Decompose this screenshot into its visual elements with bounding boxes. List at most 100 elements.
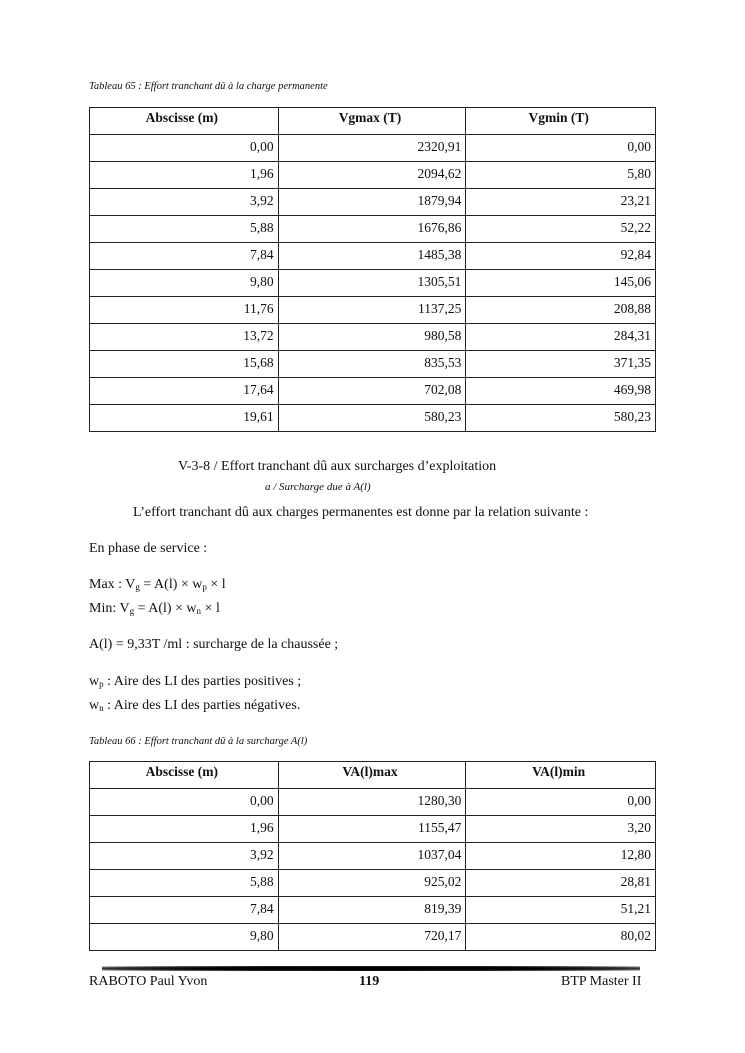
subscript: n [99,703,104,713]
table-header-row: Abscisse (m) VA(l)max VA(l)min [89,761,656,789]
table-cell: 1676,86 [277,215,467,243]
table-cell: 5,80 [465,161,656,189]
table-cell: 9,80 [89,269,279,297]
table-cell: 1137,25 [277,296,467,324]
table-cell: 51,21 [465,896,656,924]
table-row: 15,68 835,53 371,35 [89,350,656,378]
formula-text: : Aire des LI des parties positives ; [103,674,302,689]
table-cell: 11,76 [89,296,279,324]
table-cell: 1155,47 [277,815,467,843]
table-cell: 28,81 [465,869,656,897]
table-cell: 52,22 [465,215,656,243]
subscript: p [202,582,207,592]
table-cell: 3,92 [89,842,279,870]
footer-course: BTP Master II [561,974,642,989]
table-cell: 13,72 [89,323,279,351]
table-cell: 980,58 [277,323,467,351]
intro-paragraph: L’effort tranchant dû aux charges perman… [133,505,589,520]
column-header: Vgmax (T) [277,107,467,135]
table-row: 11,76 1137,25 208,88 [89,296,656,324]
formula-text: Min: V [89,601,130,616]
table-row: 7,84 1485,38 92,84 [89,242,656,270]
table-cell: 1,96 [89,815,279,843]
column-header: VA(l)max [277,761,467,789]
table-row: 0,00 1280,30 0,00 [89,788,656,816]
subscript: g [135,582,140,592]
footer-author: RABOTO Paul Yvon [89,974,208,989]
table-cell: 580,23 [465,404,656,432]
formula-text: w [89,698,100,713]
section-heading: V-3-8 / Effort tranchant dû aux surcharg… [178,459,497,474]
subscript: g [129,606,135,616]
formula-text: Max : V [89,577,136,592]
table-row: 7,84 819,39 51,21 [89,896,656,924]
al-definition: A(l) = 9,33T /ml : surcharge de la chaus… [89,637,339,652]
table-cell: 19,61 [89,404,279,432]
subscript: p [99,679,104,689]
formula-text: = A(l) × w [134,601,197,616]
table-cell: 1280,30 [277,788,467,816]
table-cell: 3,92 [89,188,279,216]
table-cell: 702,08 [277,377,467,405]
table-cell: 720,17 [277,923,467,951]
table-cell: 0,00 [465,134,656,162]
table-cell: 3,20 [465,815,656,843]
table-cell: 23,21 [465,188,656,216]
table-cell: 208,88 [465,296,656,324]
column-header: Abscisse (m) [89,107,279,135]
wp-definition: wp : Aire des LI des parties positives ; [89,674,301,690]
table-cell: 2320,91 [277,134,467,162]
table66-caption: Tableau 66 : Effort tranchant dû à la su… [89,736,308,747]
formula-text: w [89,674,100,689]
table-cell: 0,00 [89,788,279,816]
table-cell: 580,23 [277,404,467,432]
table-cell: 80,02 [465,923,656,951]
table-cell: 145,06 [465,269,656,297]
table-row: 19,61 580,23 580,23 [89,404,656,432]
table-cell: 15,68 [89,350,279,378]
table-cell: 1879,94 [277,188,467,216]
table-row: 1,96 1155,47 3,20 [89,815,656,843]
wn-definition: wn : Aire des LI des parties négatives. [89,698,300,714]
page-number: 119 [359,974,380,989]
column-header: VA(l)min [465,761,656,789]
formula-text: : Aire des LI des parties négatives. [103,698,301,713]
column-header: Vgmin (T) [465,107,656,135]
table-row: 3,92 1037,04 12,80 [89,842,656,870]
table-row: 1,96 2094,62 5,80 [89,161,656,189]
table-cell: 284,31 [465,323,656,351]
max-formula: Max : Vg = A(l) × wp × l [89,577,226,593]
table-cell: 819,39 [277,896,467,924]
table-row: 9,80 720,17 80,02 [89,923,656,951]
min-formula: Min: Vg = A(l) × wn × l [89,601,220,617]
table-cell: 1037,04 [277,842,467,870]
table-cell: 1305,51 [277,269,467,297]
table-cell: 835,53 [277,350,467,378]
section-subheading: a / Surcharge due à A(l) [265,481,371,493]
table-cell: 12,80 [465,842,656,870]
table-row: 0,00 2320,91 0,00 [89,134,656,162]
table-cell: 469,98 [465,377,656,405]
table-row: 5,88 1676,86 52,22 [89,215,656,243]
table-cell: 7,84 [89,242,279,270]
table-row: 5,88 925,02 28,81 [89,869,656,897]
formula-text: = A(l) × w [139,577,203,592]
table-cell: 371,35 [465,350,656,378]
table-cell: 0,00 [89,134,279,162]
table-cell: 5,88 [89,869,279,897]
subscript: n [196,606,202,616]
table-row: 13,72 980,58 284,31 [89,323,656,351]
table-cell: 92,84 [465,242,656,270]
table-header-row: Abscisse (m) Vgmax (T) Vgmin (T) [89,107,656,135]
table-cell: 17,64 [89,377,279,405]
table-cell: 2094,62 [277,161,467,189]
table-row: 3,92 1879,94 23,21 [89,188,656,216]
column-header: Abscisse (m) [89,761,279,789]
table-row: 17,64 702,08 469,98 [89,377,656,405]
formula-text: × l [206,577,226,592]
table66: Abscisse (m) VA(l)max VA(l)min 0,00 1280,30 0… [89,761,656,951]
table-cell: 925,02 [277,869,467,897]
table65-caption: Tableau 65 : Effort tranchant dû à la ch… [89,81,328,92]
formula-text: × l [201,601,220,616]
table-cell: 0,00 [465,788,656,816]
